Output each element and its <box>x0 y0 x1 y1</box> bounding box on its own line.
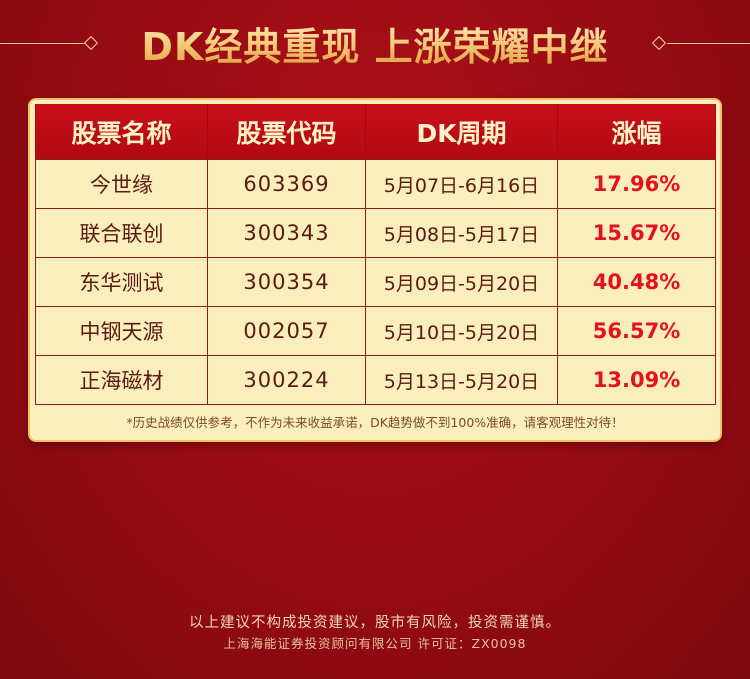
header: DK经典重现 上涨荣耀中继 <box>0 0 750 90</box>
column-header-rise: 涨幅 <box>557 104 716 160</box>
rise-cell: 17.96% <box>557 159 716 209</box>
disclaimer-note: *历史战绩仅供参考，不作为未来收益承诺，DK趋势做不到100%准确，请客观理性对… <box>126 415 624 430</box>
header-divider-left <box>0 43 84 44</box>
stock-code-cell: 300343 <box>207 208 366 258</box>
dk-period-cell: 5月09日-5月20日 <box>365 257 558 307</box>
diamond-ornament-right-icon <box>651 35 667 51</box>
table-row: 正海磁材 300224 5月13日-5月20日 13.09% <box>35 355 716 405</box>
column-header-stock-name: 股票名称 <box>35 104 208 160</box>
stock-code-cell: 603369 <box>207 159 366 209</box>
table-row: 今世缘 603369 5月07日-6月16日 17.96% <box>35 159 716 209</box>
results-card: 股票名称 股票代码 DK周期 涨幅 今世缘 603369 5月07日-6月16日… <box>30 100 720 440</box>
page-title: DK经典重现 上涨荣耀中继 <box>100 16 650 71</box>
diamond-ornament-left-icon <box>83 35 99 51</box>
dk-period-cell: 5月10日-5月20日 <box>365 306 558 356</box>
company-license: 上海海能证券投资顾问有限公司 许可证：ZX0098 <box>223 636 527 651</box>
column-header-dk-period: DK周期 <box>365 104 558 160</box>
table-header-row: 股票名称 股票代码 DK周期 涨幅 <box>35 104 716 160</box>
rise-cell: 56.57% <box>557 306 716 356</box>
table-row: 中钢天源 002057 5月10日-5月20日 56.57% <box>35 306 716 356</box>
risk-warning: 以上建议不构成投资建议，股市有风险，投资需谨慎。 <box>189 615 561 631</box>
dk-period-cell: 5月08日-5月17日 <box>365 208 558 258</box>
rise-cell: 40.48% <box>557 257 716 307</box>
stock-name-cell: 联合联创 <box>35 208 208 258</box>
stock-code-cell: 300354 <box>207 257 366 307</box>
table-row: 东华测试 300354 5月09日-5月20日 40.48% <box>35 257 716 307</box>
stock-name-cell: 东华测试 <box>35 257 208 307</box>
header-divider-right <box>667 43 750 44</box>
results-table: 股票名称 股票代码 DK周期 涨幅 今世缘 603369 5月07日-6月16日… <box>35 104 716 405</box>
rise-cell: 13.09% <box>557 355 716 405</box>
stock-name-cell: 中钢天源 <box>35 306 208 356</box>
dk-period-cell: 5月07日-6月16日 <box>365 159 558 209</box>
stock-name-cell: 正海磁材 <box>35 355 208 405</box>
rise-cell: 15.67% <box>557 208 716 258</box>
dk-period-cell: 5月13日-5月20日 <box>365 355 558 405</box>
stock-code-cell: 300224 <box>207 355 366 405</box>
table-row: 联合联创 300343 5月08日-5月17日 15.67% <box>35 208 716 258</box>
stock-name-cell: 今世缘 <box>35 159 208 209</box>
stock-code-cell: 002057 <box>207 306 366 356</box>
column-header-stock-code: 股票代码 <box>207 104 366 160</box>
